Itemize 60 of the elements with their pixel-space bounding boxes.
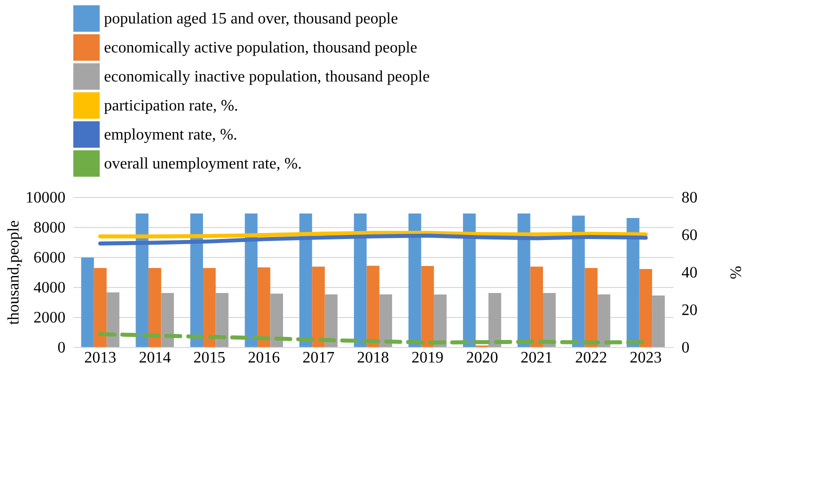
- bar: [434, 294, 447, 347]
- bar: [518, 214, 530, 347]
- bar: [148, 268, 162, 347]
- bar: [81, 257, 94, 347]
- bar: [488, 293, 502, 347]
- y2-axis-title: %: [726, 266, 744, 280]
- bar: [639, 269, 652, 347]
- x-tick-label: 2013: [84, 350, 116, 366]
- legend-label: overall unemployment rate, %.: [104, 156, 302, 172]
- bar: [161, 293, 174, 347]
- bar: [543, 293, 556, 347]
- bar: [203, 268, 216, 347]
- y2-tick-label: 20: [682, 302, 698, 319]
- legend-label: economically inactive population, thousand people: [104, 68, 430, 86]
- line-series: [98, 234, 648, 246]
- x-tick-label: 2021: [520, 350, 553, 366]
- y-tick-label: 2000: [34, 310, 66, 326]
- bar: [408, 214, 422, 347]
- bar: [106, 292, 120, 347]
- bar: [366, 266, 380, 347]
- y-tick-label: 4000: [34, 280, 66, 296]
- y2-tick-label: 80: [682, 190, 698, 206]
- x-tick-label: 2017: [302, 350, 334, 366]
- bar: [324, 294, 338, 347]
- x-tick-label: 2022: [575, 350, 608, 366]
- bar: [94, 268, 107, 347]
- bar: [421, 266, 434, 347]
- bar: [572, 216, 585, 347]
- legend-label: economically active population, thousand people: [104, 40, 418, 56]
- bar: [136, 214, 148, 347]
- y2-tick-label: 60: [682, 227, 698, 244]
- bar: [258, 267, 270, 347]
- legend-label: participation rate, %.: [104, 98, 238, 114]
- x-tick-label: 2018: [357, 350, 389, 366]
- x-tick-label: 2015: [193, 350, 226, 366]
- x-tick-label: 2016: [248, 350, 280, 366]
- bar: [598, 294, 610, 347]
- y-tick-label: 6000: [34, 250, 66, 266]
- y2-tick-label: 40: [682, 264, 698, 282]
- bar: [530, 266, 543, 347]
- y-tick-label: 0: [58, 340, 66, 356]
- y-tick-label: 8000: [34, 220, 66, 236]
- bar: [584, 268, 598, 347]
- bar: [270, 294, 283, 347]
- bar: [244, 214, 258, 347]
- x-tick-label: 2019: [412, 350, 444, 366]
- y-axis-title: thousand,people: [6, 220, 22, 325]
- y2-tick-label: 0: [682, 340, 690, 356]
- bar: [652, 296, 665, 347]
- bar: [312, 266, 325, 347]
- bar: [463, 214, 476, 347]
- bar: [354, 214, 367, 347]
- legend-label: employment rate, %.: [104, 126, 238, 144]
- x-tick-label: 2020: [466, 350, 498, 366]
- bar: [379, 294, 392, 347]
- y-tick-label: 10000: [26, 190, 66, 206]
- bar: [216, 293, 228, 347]
- x-tick-label: 2014: [138, 350, 171, 366]
- legend-label: population aged 15 and over, thousand people: [104, 10, 398, 28]
- x-tick-label: 2023: [630, 350, 662, 366]
